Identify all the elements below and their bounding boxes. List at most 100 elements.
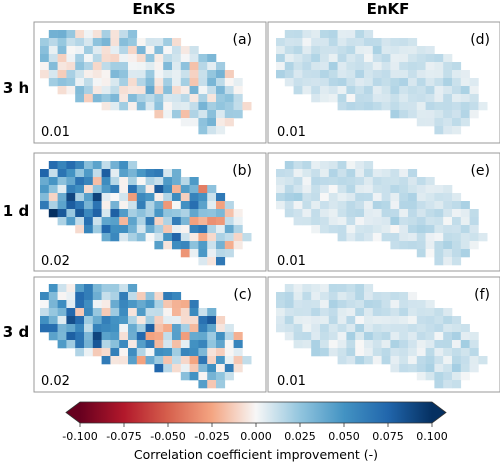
map-cell	[128, 332, 138, 341]
map-cell	[372, 70, 382, 79]
map-cell	[154, 241, 164, 250]
map-cell	[460, 94, 470, 103]
map-cell	[302, 193, 312, 202]
map-cell	[311, 217, 321, 226]
map-cell	[172, 225, 182, 234]
map-cell	[84, 201, 94, 210]
map-cell	[119, 324, 129, 333]
map-cell	[207, 348, 217, 357]
map-cell	[57, 86, 67, 95]
map-cell	[154, 225, 164, 234]
map-cell	[452, 126, 462, 135]
map-cell	[92, 225, 102, 234]
map-cell	[84, 316, 94, 325]
map-cell	[381, 233, 391, 242]
map-cell	[110, 30, 120, 39]
map-cell	[145, 233, 155, 242]
map-cell	[372, 233, 382, 242]
map-cell	[136, 177, 146, 186]
map-cell	[381, 356, 391, 365]
map-cell	[320, 201, 330, 210]
map-cell	[434, 62, 444, 71]
map-cell	[84, 340, 94, 349]
map-cell	[233, 86, 243, 95]
map-cell	[346, 161, 356, 170]
map-cell	[57, 332, 67, 341]
map-cell	[224, 94, 234, 103]
map-cell	[425, 241, 435, 250]
map-cell	[399, 110, 409, 119]
map-cell	[172, 340, 182, 349]
map-cell	[216, 348, 226, 357]
colorbar-tick-label: 0.000	[240, 430, 272, 443]
map-cell	[92, 300, 102, 309]
map-cell	[119, 30, 129, 39]
map-cell	[172, 308, 182, 317]
map-cell	[163, 86, 173, 95]
map-cell	[48, 332, 58, 341]
map-cell	[452, 332, 462, 341]
map-cell	[443, 102, 453, 111]
map-cell	[276, 201, 286, 210]
map-cell	[101, 78, 111, 87]
map-cell	[293, 54, 303, 63]
map-cell	[110, 340, 120, 349]
map-cell	[136, 86, 146, 95]
map-cell	[101, 225, 111, 234]
row-label-3h: 3 h	[3, 79, 29, 97]
map-cell	[66, 340, 76, 349]
map-cell	[399, 292, 409, 301]
map-cell	[346, 30, 356, 39]
map-cell	[408, 62, 418, 71]
map-cell	[355, 292, 365, 301]
map-cell	[216, 110, 226, 119]
map-cell	[408, 38, 418, 47]
map-cell	[189, 70, 199, 79]
map-cell	[381, 62, 391, 71]
map-cell	[320, 324, 330, 333]
map-cell	[408, 316, 418, 325]
map-cell	[408, 102, 418, 111]
map-cell	[337, 177, 347, 186]
map-cell	[328, 225, 338, 234]
map-cell	[233, 332, 243, 341]
map-cell	[189, 217, 199, 226]
map-cell	[434, 86, 444, 95]
map-cell	[172, 356, 182, 365]
map-cell	[337, 332, 347, 341]
map-cell	[40, 46, 50, 55]
map-cell	[180, 62, 190, 71]
map-cell	[355, 308, 365, 317]
map-cell	[425, 249, 435, 258]
map-cell	[154, 356, 164, 365]
map-cell	[311, 193, 321, 202]
map-cell	[40, 300, 50, 309]
colorbar-tick-label: 0.075	[372, 430, 404, 443]
map-cell	[57, 30, 67, 39]
map-cell	[460, 332, 470, 341]
map-cell	[101, 185, 111, 194]
map-cell	[180, 46, 190, 55]
map-cell	[145, 217, 155, 226]
map-cell	[110, 324, 120, 333]
map-cell	[128, 177, 138, 186]
map-cell	[92, 217, 102, 226]
map-cell	[189, 300, 199, 309]
map-cell	[408, 177, 418, 186]
map-cell	[180, 102, 190, 111]
map-cell	[346, 225, 356, 234]
map-cell	[337, 292, 347, 301]
map-cell	[284, 30, 294, 39]
map-cell	[320, 70, 330, 79]
map-cell	[216, 225, 226, 234]
map-cell	[40, 316, 50, 325]
map-cell	[460, 217, 470, 226]
map-cell	[207, 372, 217, 381]
map-cell	[469, 217, 479, 226]
column-title-enkf: EnKF	[367, 0, 410, 18]
map-cell	[66, 300, 76, 309]
map-cell	[355, 233, 365, 242]
map-cell	[390, 209, 400, 218]
map-cell	[311, 300, 321, 309]
map-cell	[381, 308, 391, 317]
